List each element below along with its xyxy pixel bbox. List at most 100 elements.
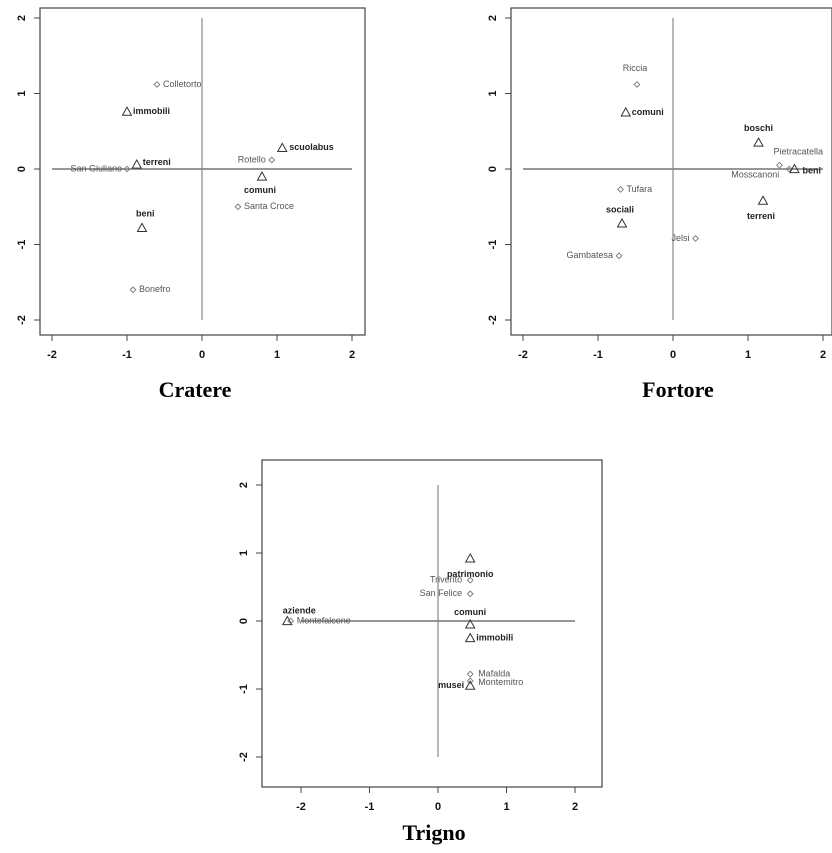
point-marker-triangle (256, 171, 268, 181)
x-tick-label: -1 (122, 349, 132, 361)
point-label: terreni (143, 157, 171, 167)
point-label: beni (136, 208, 155, 218)
point-label: sociali (606, 205, 634, 215)
point-label: beni (803, 165, 822, 175)
point-marker-diamond (287, 617, 295, 625)
point-marker-diamond (776, 161, 783, 169)
point-marker-diamond (615, 252, 623, 260)
point-label: Gambatesa (566, 250, 613, 260)
point-label: boschi (744, 123, 773, 133)
point-marker-diamond (129, 286, 137, 294)
y-tick-label: 0 (238, 618, 250, 624)
point-marker-triangle (131, 158, 143, 169)
x-tick-label: 2 (349, 349, 355, 361)
point-label: Santa Croce (244, 201, 294, 211)
point-marker-triangle (136, 222, 148, 232)
point-label: Jelsi (671, 233, 689, 243)
y-tick-label: -1 (238, 684, 250, 694)
y-tick-label: -1 (487, 240, 499, 250)
plot-frame (510, 7, 832, 336)
point-marker-diamond (153, 81, 161, 88)
point-label: Rotello (238, 154, 266, 164)
y-tick-label: 0 (16, 166, 28, 172)
point-marker-triangle (620, 106, 632, 117)
y-tick-label: 1 (16, 90, 28, 96)
y-tick-label: 0 (487, 166, 499, 172)
point-label: Mafalda (478, 668, 510, 678)
point-marker-triangle (616, 217, 628, 228)
panel-title: Trigno (402, 820, 465, 845)
y-tick-label: -2 (487, 315, 499, 325)
panel-cratere: -2 -1 0 1 2 -2 -1 0 1 2 Colletorto immobili scuolabu… (16, 7, 366, 402)
point-label: San Felice (420, 588, 463, 598)
y-tick-label: 1 (487, 90, 499, 96)
point-label: Mosscanoni (731, 169, 779, 179)
x-tick-label: -1 (593, 349, 603, 361)
point-label: Montefalcone (297, 615, 351, 625)
point-marker-triangle (757, 195, 769, 205)
point-marker-triangle (753, 137, 764, 147)
x-tick-label: -2 (296, 801, 306, 813)
point-marker-diamond (785, 165, 793, 173)
x-tick-label: 0 (199, 349, 205, 361)
point-label: San Giuliano (70, 163, 122, 173)
point-label: comuni (454, 607, 486, 617)
panel-title: Cratere (159, 377, 232, 402)
x-tick-label: -1 (365, 801, 375, 813)
point-marker-triangle (464, 680, 476, 690)
point-marker-triangle (121, 106, 133, 116)
point-label: patrimonio (447, 569, 494, 579)
point-marker-diamond (466, 677, 474, 685)
plot-frame (261, 459, 603, 788)
x-tick-label: -2 (518, 349, 528, 361)
point-marker-triangle (464, 632, 476, 643)
y-tick-label: 1 (238, 550, 250, 556)
y-tick-label: 2 (487, 15, 499, 21)
point-marker-triangle (281, 615, 293, 626)
point-label: Colletorto (163, 79, 202, 89)
point-marker-triangle (789, 163, 800, 174)
point-marker-diamond (466, 590, 474, 598)
point-label: Bonefro (139, 284, 171, 294)
point-label: comuni (632, 107, 664, 117)
point-label: aziende (283, 605, 316, 615)
point-marker-triangle (276, 142, 288, 152)
point-label: Riccia (623, 63, 648, 73)
point-marker-diamond (466, 670, 474, 678)
y-tick-label: 2 (16, 15, 28, 21)
x-tick-label: 2 (572, 801, 578, 813)
x-tick-label: -2 (47, 349, 57, 361)
x-tick-label: 0 (435, 801, 441, 813)
point-marker-diamond (123, 165, 131, 173)
point-marker-diamond (234, 203, 242, 211)
point-label: musei (438, 680, 464, 690)
point-label: Trivento (430, 575, 462, 585)
y-tick-label: -2 (238, 752, 250, 762)
point-label: Montemitro (478, 677, 523, 687)
point-marker-triangle (464, 618, 476, 629)
y-tick-label: -1 (16, 240, 28, 250)
point-label: immobili (133, 106, 170, 116)
point-marker-diamond (692, 235, 699, 242)
panel-title: Fortore (642, 377, 714, 402)
point-label: Pietracatella (774, 147, 824, 157)
point-marker-triangle (464, 552, 476, 563)
point-label: terreni (747, 211, 775, 221)
point-label: comuni (244, 185, 276, 195)
point-label: Tufara (627, 184, 653, 194)
point-label: immobili (476, 632, 513, 642)
point-marker-diamond (466, 576, 474, 584)
y-tick-label: 2 (238, 482, 250, 488)
x-tick-label: 1 (745, 349, 751, 361)
point-marker-diamond (633, 81, 641, 88)
point-marker-diamond (268, 156, 276, 164)
x-tick-label: 2 (820, 349, 826, 361)
x-tick-label: 1 (274, 349, 280, 361)
y-tick-label: -2 (16, 315, 28, 325)
x-tick-label: 1 (503, 801, 509, 813)
x-tick-label: 0 (670, 349, 676, 361)
point-marker-diamond (617, 185, 624, 193)
panel-fortore: -2 -1 0 1 2 -2 -1 0 1 2 Riccia comuni boschi Pietraca… (487, 7, 832, 402)
